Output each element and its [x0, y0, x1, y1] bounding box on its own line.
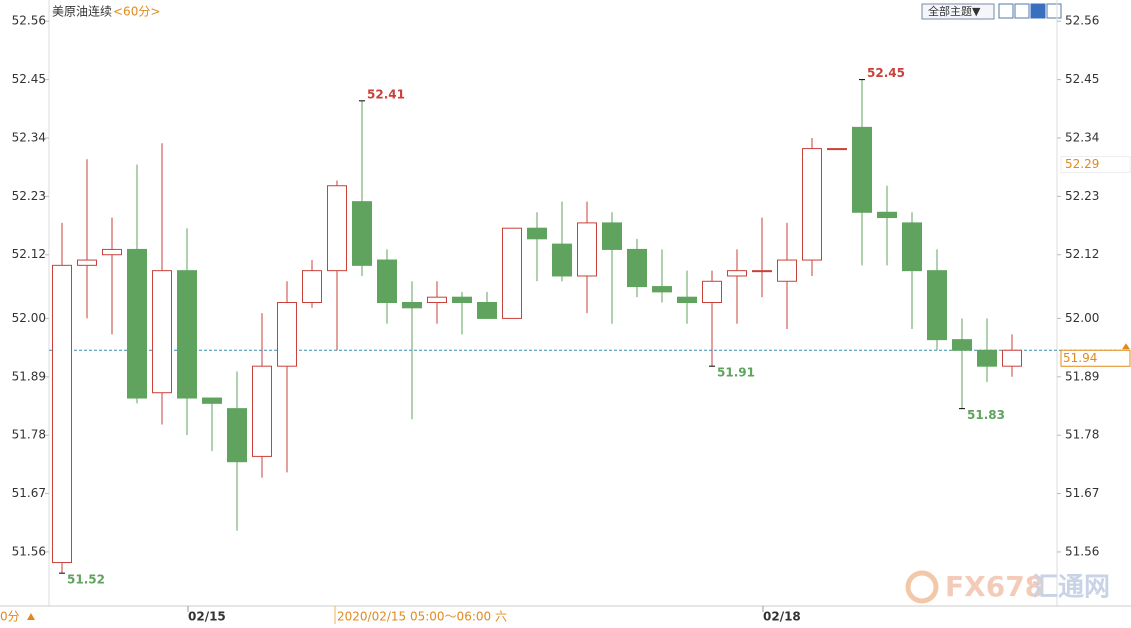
candle-body	[727, 270, 747, 277]
current-price-label: 51.94	[1063, 351, 1097, 365]
y2-tick-label: 52.00	[1065, 311, 1099, 325]
period: <60分>	[113, 5, 160, 19]
tool-icon[interactable]	[1014, 3, 1030, 19]
period-label: 0分	[0, 610, 20, 624]
candle-body	[102, 248, 122, 256]
watermark: 汇通网	[1032, 573, 1110, 603]
candle-body	[752, 270, 772, 273]
x-tick-label: 02/18	[763, 610, 801, 624]
candle-body	[452, 296, 472, 304]
candle-body	[327, 185, 347, 272]
chart-title: 美原油连续	[52, 4, 112, 19]
candle-body	[602, 222, 622, 250]
current-price-box	[1060, 349, 1131, 367]
candle-body	[202, 397, 222, 404]
candle-body	[1002, 349, 1022, 367]
theme-button-label[interactable]: 全部主题▼	[928, 4, 981, 18]
candle-body	[127, 248, 147, 399]
crosshair-price-box	[1060, 156, 1131, 174]
candle-body	[477, 302, 497, 319]
candle-body	[252, 365, 272, 457]
watermark-logo	[905, 570, 939, 604]
y-tick-label: 51.78	[12, 428, 46, 442]
y-tick-label: 52.12	[12, 247, 46, 261]
candle-body	[577, 222, 597, 277]
y2-tick-label: 52.45	[1065, 72, 1099, 86]
y2-tick-label: 52.12	[1065, 247, 1099, 261]
candle-body	[777, 259, 797, 282]
extreme-label: 51.83	[967, 408, 1005, 422]
candle-body	[852, 126, 872, 213]
x-tick-label: 02/15	[188, 610, 226, 624]
candle-body	[827, 148, 847, 151]
candle-body	[652, 286, 672, 293]
extreme-label: 51.91	[717, 366, 755, 380]
y2-tick-label: 52.23	[1065, 189, 1099, 203]
theme-button[interactable]	[921, 3, 995, 20]
y2-tick-label: 52.56	[1065, 14, 1099, 28]
candle-body	[277, 302, 297, 367]
candle-body	[627, 248, 647, 288]
y-tick-label: 52.56	[12, 14, 46, 28]
candle-body	[227, 408, 247, 463]
candle-body	[377, 259, 397, 303]
candle-body	[677, 296, 697, 304]
y-tick-label: 52.23	[12, 189, 46, 203]
y-tick-label: 52.00	[12, 311, 46, 325]
y-tick-label: 51.89	[12, 369, 46, 383]
arrow-icon	[27, 613, 35, 620]
candle-body	[952, 339, 972, 351]
candle-body	[527, 227, 547, 240]
candle-body	[502, 227, 522, 319]
watermark: FX678	[945, 570, 1044, 603]
candle-body	[352, 201, 372, 266]
price-arrow	[1122, 343, 1130, 350]
y2-tick-label: 51.89	[1065, 369, 1099, 383]
candle-body	[977, 349, 997, 367]
candle-body	[77, 259, 97, 266]
crosshair-price-label: 52.29	[1065, 157, 1099, 171]
y2-tick-label: 51.78	[1065, 428, 1099, 442]
candle-body	[702, 280, 722, 304]
tool-icon[interactable]	[1046, 3, 1062, 19]
y-tick-label: 52.45	[12, 72, 46, 86]
candle-body	[177, 270, 197, 399]
candle-body	[52, 264, 72, 564]
candle-body	[902, 222, 922, 272]
candle-body	[402, 302, 422, 309]
candle-body	[552, 243, 572, 277]
candle-body	[802, 148, 822, 261]
y-tick-label: 51.56	[12, 544, 46, 558]
tool-icon[interactable]	[998, 3, 1014, 19]
candle-body	[927, 270, 947, 341]
tool-icon[interactable]	[1030, 3, 1046, 19]
candle-body	[877, 211, 897, 219]
candle-body	[152, 270, 172, 394]
y2-tick-label: 51.67	[1065, 486, 1099, 500]
y-tick-label: 51.67	[12, 486, 46, 500]
candle-body	[302, 270, 322, 304]
extreme-label: 52.45	[867, 66, 905, 80]
y2-tick-label: 51.56	[1065, 544, 1099, 558]
y-tick-label: 52.34	[12, 130, 46, 144]
crosshair-time: 2020/02/15 05:00～06:00 六	[337, 610, 507, 624]
extreme-label: 52.41	[367, 87, 405, 101]
candle-body	[427, 296, 447, 304]
y2-tick-label: 52.34	[1065, 130, 1099, 144]
extreme-label: 51.52	[67, 573, 105, 587]
